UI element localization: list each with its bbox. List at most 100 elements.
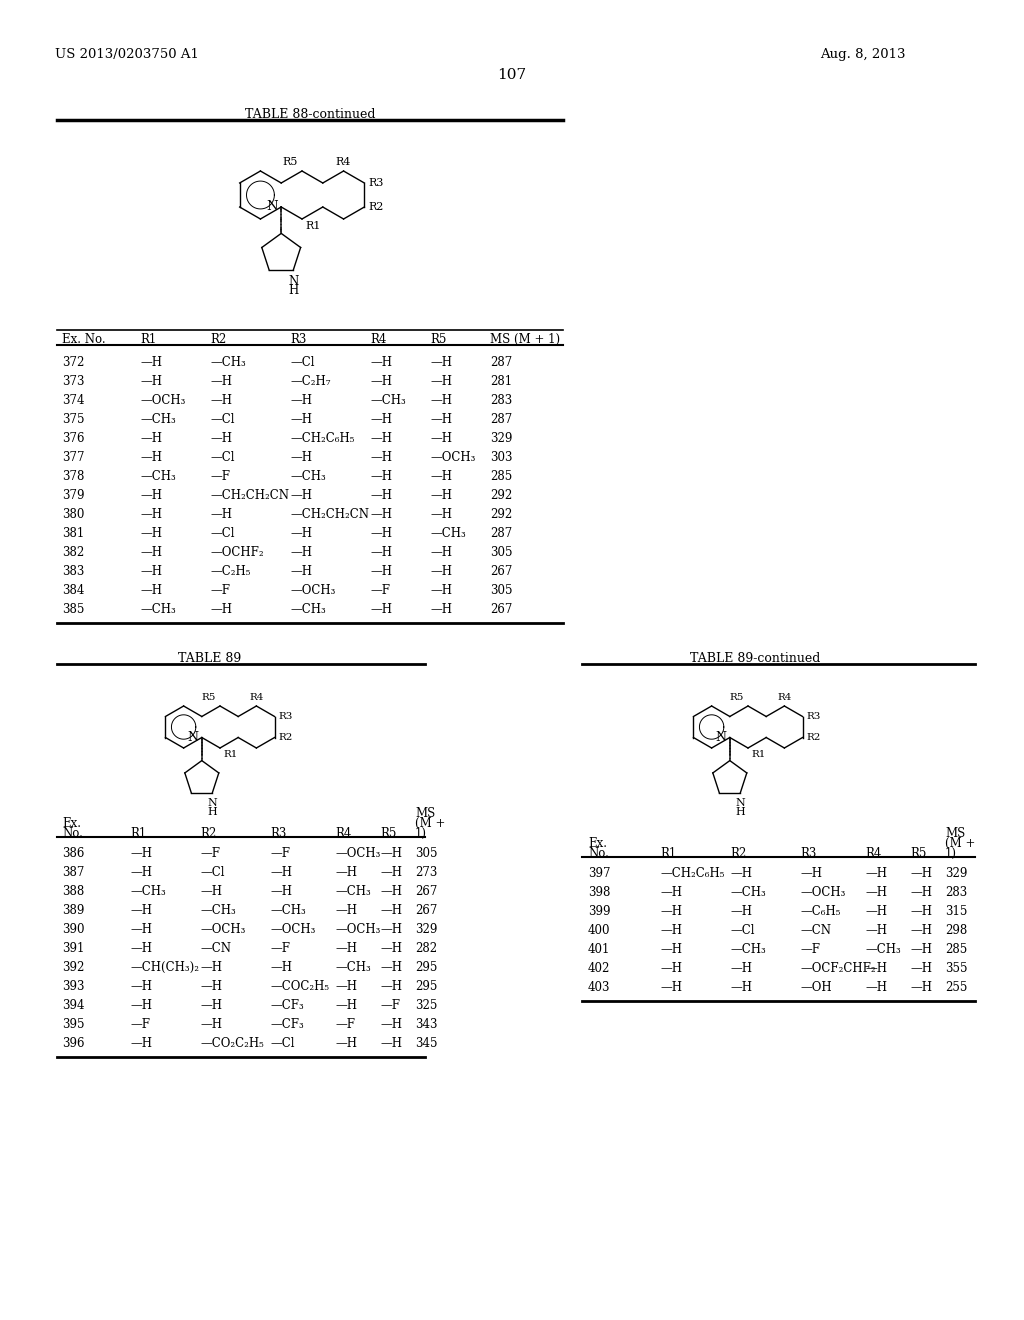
Text: —OCH₃: —OCH₃	[270, 923, 315, 936]
Text: —H: —H	[430, 375, 452, 388]
Text: —F: —F	[130, 1018, 150, 1031]
Text: —H: —H	[335, 979, 357, 993]
Text: —CH₃: —CH₃	[140, 603, 176, 616]
Text: —F: —F	[200, 847, 220, 861]
Text: Ex.: Ex.	[588, 837, 607, 850]
Text: —CH₃: —CH₃	[210, 356, 246, 370]
Text: 305: 305	[490, 546, 512, 558]
Text: —Cl: —Cl	[200, 866, 224, 879]
Text: 379: 379	[62, 488, 85, 502]
Text: —H: —H	[430, 413, 452, 426]
Text: —Cl: —Cl	[210, 527, 234, 540]
Text: —H: —H	[290, 565, 312, 578]
Text: 287: 287	[490, 527, 512, 540]
Text: 329: 329	[945, 867, 968, 880]
Text: TABLE 89-continued: TABLE 89-continued	[690, 652, 820, 665]
Text: R2: R2	[210, 333, 226, 346]
Text: R4: R4	[865, 847, 882, 861]
Text: N: N	[208, 797, 217, 808]
Text: —H: —H	[430, 470, 452, 483]
Text: 402: 402	[588, 962, 610, 975]
Text: 283: 283	[945, 886, 968, 899]
Text: 392: 392	[62, 961, 84, 974]
Text: —H: —H	[140, 565, 162, 578]
Text: —H: —H	[290, 527, 312, 540]
Text: 397: 397	[588, 867, 610, 880]
Text: —H: —H	[430, 603, 452, 616]
Text: US 2013/0203750 A1: US 2013/0203750 A1	[55, 48, 199, 61]
Text: —H: —H	[335, 866, 357, 879]
Text: —H: —H	[380, 884, 402, 898]
Text: —OCF₂CHF₂: —OCF₂CHF₂	[800, 962, 876, 975]
Text: —H: —H	[370, 375, 392, 388]
Text: —H: —H	[210, 508, 232, 521]
Text: R5: R5	[910, 847, 927, 861]
Text: —C₆H₅: —C₆H₅	[800, 906, 841, 917]
Text: —H: —H	[200, 979, 222, 993]
Text: 292: 292	[490, 488, 512, 502]
Text: —H: —H	[140, 375, 162, 388]
Text: —C₂H₇: —C₂H₇	[290, 375, 331, 388]
Text: —H: —H	[140, 356, 162, 370]
Text: —H: —H	[370, 565, 392, 578]
Text: R3: R3	[290, 333, 306, 346]
Text: —H: —H	[370, 488, 392, 502]
Text: 386: 386	[62, 847, 84, 861]
Text: —H: —H	[140, 432, 162, 445]
Text: 375: 375	[62, 413, 85, 426]
Text: —H: —H	[140, 451, 162, 465]
Text: —OCH₃: —OCH₃	[430, 451, 475, 465]
Text: —CH₃: —CH₃	[730, 886, 766, 899]
Text: 315: 315	[945, 906, 968, 917]
Text: TABLE 89: TABLE 89	[178, 652, 242, 665]
Text: 382: 382	[62, 546, 84, 558]
Text: —H: —H	[130, 979, 152, 993]
Text: —H: —H	[865, 924, 887, 937]
Text: —H: —H	[210, 393, 232, 407]
Text: 267: 267	[415, 884, 437, 898]
Text: R1: R1	[223, 750, 238, 759]
Text: R2: R2	[730, 847, 746, 861]
Text: —H: —H	[910, 942, 932, 956]
Text: 295: 295	[415, 961, 437, 974]
Text: —CH₂C₆H₅: —CH₂C₆H₅	[660, 867, 724, 880]
Text: 389: 389	[62, 904, 84, 917]
Text: —CH₃: —CH₃	[335, 961, 371, 974]
Text: R5: R5	[730, 693, 744, 702]
Text: 401: 401	[588, 942, 610, 956]
Text: 107: 107	[498, 69, 526, 82]
Text: —CH₃: —CH₃	[335, 884, 371, 898]
Text: —H: —H	[910, 906, 932, 917]
Text: 285: 285	[490, 470, 512, 483]
Text: —H: —H	[380, 942, 402, 954]
Text: 1): 1)	[415, 828, 427, 840]
Text: R3: R3	[270, 828, 287, 840]
Text: R4: R4	[249, 693, 263, 702]
Text: —H: —H	[430, 508, 452, 521]
Text: 1): 1)	[945, 847, 957, 861]
Text: —H: —H	[660, 942, 682, 956]
Text: —CH₃: —CH₃	[730, 942, 766, 956]
Text: R2: R2	[807, 733, 821, 742]
Text: 282: 282	[415, 942, 437, 954]
Text: —H: —H	[910, 981, 932, 994]
Text: —CF₃: —CF₃	[270, 1018, 304, 1031]
Text: —CH₂C₆H₅: —CH₂C₆H₅	[290, 432, 354, 445]
Text: —H: —H	[370, 451, 392, 465]
Text: —H: —H	[370, 527, 392, 540]
Text: —H: —H	[660, 962, 682, 975]
Text: —H: —H	[865, 962, 887, 975]
Text: 377: 377	[62, 451, 85, 465]
Text: R1: R1	[130, 828, 146, 840]
Text: N: N	[187, 731, 199, 744]
Text: 380: 380	[62, 508, 84, 521]
Text: —H: —H	[660, 981, 682, 994]
Text: —H: —H	[140, 488, 162, 502]
Text: —H: —H	[370, 413, 392, 426]
Text: —H: —H	[380, 847, 402, 861]
Text: —OCH₃: —OCH₃	[335, 847, 380, 861]
Text: —CO₂C₂H₅: —CO₂C₂H₅	[200, 1038, 264, 1049]
Text: R4: R4	[336, 157, 351, 168]
Text: 398: 398	[588, 886, 610, 899]
Text: 303: 303	[490, 451, 512, 465]
